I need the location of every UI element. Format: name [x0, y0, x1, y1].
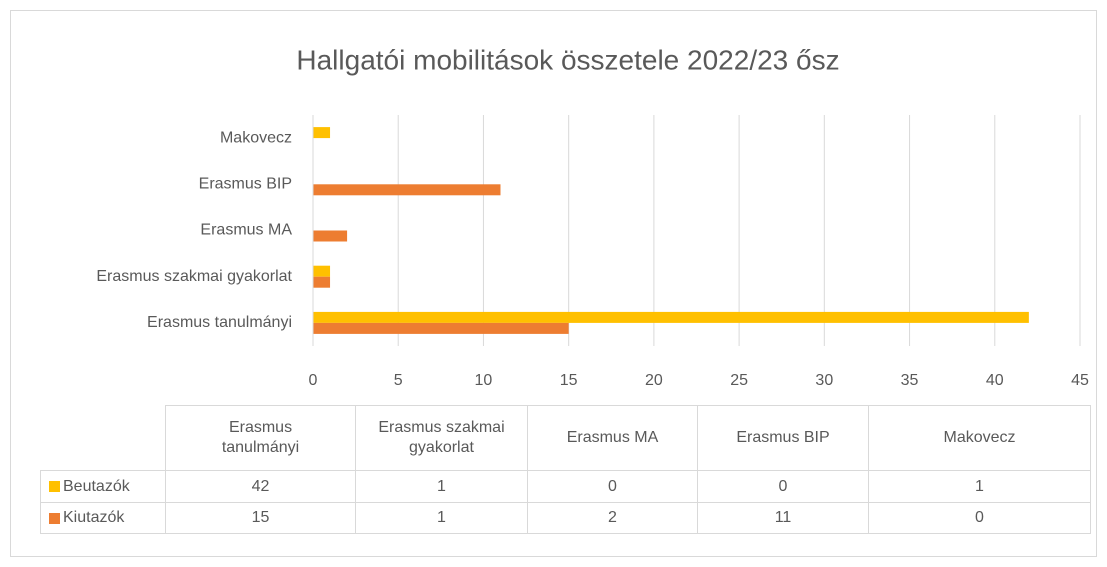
table-cell: 11: [697, 502, 868, 534]
table-cell-text: 42: [251, 477, 270, 495]
x-tick-label: 45: [1071, 372, 1089, 389]
bar: [313, 127, 331, 139]
table-cell-text: 0: [975, 509, 984, 526]
table-cell-text: 2: [608, 509, 617, 526]
table-header-text: Erasmus BIP: [736, 429, 830, 446]
table-header: Erasmus szakmai gyakorlat: [355, 405, 527, 470]
table-cell-text: 0: [608, 477, 617, 495]
table-cell-text: 1: [437, 477, 446, 495]
table-row-label: Beutazók: [40, 470, 165, 502]
y-tick-label: Erasmus MA: [200, 222, 292, 239]
legend-label: Beutazók: [63, 477, 130, 495]
x-tick-label: 10: [475, 372, 493, 389]
table-cell-text: 15: [251, 509, 270, 526]
bar: [313, 311, 1029, 323]
table-cell: 2: [527, 502, 697, 534]
table-header: Erasmus tanulmányi: [165, 405, 355, 470]
legend-key: [49, 481, 60, 492]
x-tick-label: 0: [309, 372, 318, 389]
bar: [313, 265, 331, 277]
bar: [313, 184, 501, 196]
legend-key: [49, 512, 60, 524]
table-header: Erasmus MA: [527, 405, 697, 470]
bar: [313, 276, 331, 288]
x-tick-label: 30: [815, 372, 833, 389]
x-tick-label: 20: [645, 372, 663, 389]
table-cell-text: 1: [975, 477, 984, 495]
table-cell: 0: [697, 470, 868, 502]
table-cell: 15: [165, 502, 355, 534]
table-cell: 1: [868, 470, 1091, 502]
bar: [313, 230, 348, 242]
table-header: Erasmus BIP: [697, 405, 868, 470]
x-tick-label: 25: [730, 372, 748, 389]
table-header-text: Erasmus szakmai gyakorlat: [378, 419, 505, 456]
table-cell-text: 11: [774, 509, 792, 526]
chart-border: [10, 10, 1097, 557]
table-cell: 42: [165, 470, 355, 502]
y-tick-label: Erasmus szakmai gyakorlat: [96, 268, 292, 285]
table-cell: 1: [355, 470, 527, 502]
table-row-label: Kiutazók: [40, 502, 165, 534]
table-header: Makovecz: [868, 405, 1091, 470]
x-tick-label: 15: [560, 372, 578, 389]
y-tick-label: Erasmus tanulmányi: [147, 314, 292, 331]
legend-label: Kiutazók: [63, 509, 125, 526]
x-tick-label: 40: [986, 372, 1004, 389]
y-tick-label: Makovecz: [220, 129, 292, 146]
table-cell: 1: [355, 502, 527, 534]
table-header-text: Makovecz: [943, 429, 1016, 446]
table-cell-text: 0: [778, 477, 788, 495]
bar: [313, 322, 569, 334]
x-tick-label: 5: [394, 372, 403, 389]
table-header-text: Erasmus MA: [566, 429, 659, 446]
y-tick-label: Erasmus BIP: [199, 176, 292, 193]
table-cell-text: 1: [437, 509, 446, 526]
table-cell: 0: [868, 502, 1091, 534]
chart-title: Hallgatói mobilitások összetele 2022/23 …: [296, 44, 839, 75]
table-header-text: Erasmus tanulmányi: [221, 419, 300, 456]
x-tick-label: 35: [901, 372, 919, 389]
table-cell: 0: [527, 470, 697, 502]
